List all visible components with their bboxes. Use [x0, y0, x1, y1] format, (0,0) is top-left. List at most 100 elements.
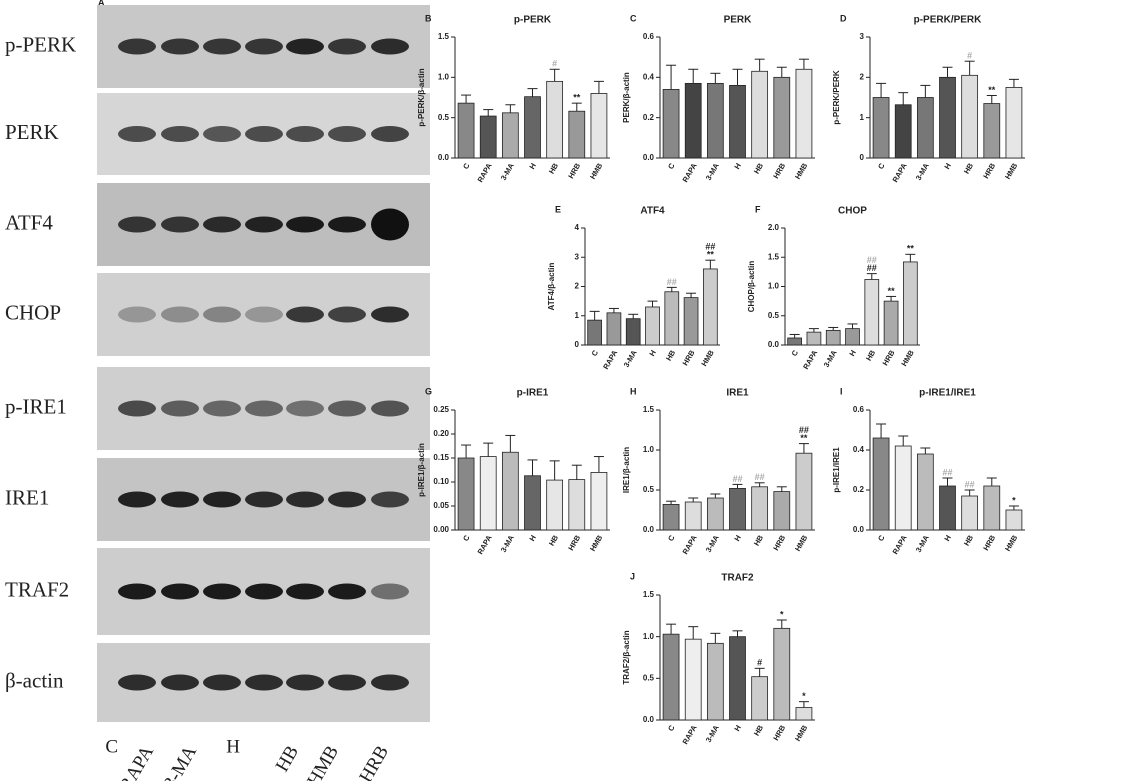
bar [939, 76, 956, 159]
bar [795, 68, 813, 159]
chart-title: p-PERK [514, 15, 552, 26]
bar [961, 74, 979, 159]
y-tick-label: 4 [575, 223, 580, 232]
panel-letter: J [630, 571, 635, 581]
bar [662, 503, 680, 531]
significance-mark: # [967, 51, 972, 61]
bar [864, 279, 880, 346]
bar [546, 479, 564, 531]
significance-mark: ## [755, 472, 765, 482]
x-tick-label: H [732, 723, 743, 732]
y-tick-label: 0.0 [853, 525, 865, 534]
blot-band [203, 400, 241, 417]
blot-band [118, 306, 156, 323]
bar [1005, 87, 1023, 159]
blot-band [328, 400, 366, 417]
blot-band [203, 216, 241, 233]
bar [683, 297, 699, 346]
y-tick-label: 0.10 [433, 477, 449, 486]
bar [590, 471, 608, 531]
panel-letter: E [555, 204, 561, 214]
blot-band [371, 400, 409, 417]
bar [706, 642, 724, 721]
bar [916, 97, 934, 159]
chart-title: CHOP [838, 206, 867, 217]
x-tick-label: C [876, 161, 887, 171]
y-tick-label: 0.5 [643, 485, 655, 494]
y-tick-label: 2 [575, 282, 580, 291]
bar [773, 491, 791, 531]
blot-band [328, 674, 366, 691]
blot-band [328, 583, 366, 600]
blot-row-label: β-actin [5, 668, 64, 692]
bar [729, 487, 746, 531]
y-tick-label: 1.0 [643, 632, 655, 641]
bar [872, 97, 890, 159]
y-tick-label: 2 [860, 72, 865, 81]
y-tick-label: 0.2 [853, 485, 865, 494]
significance-mark: ** [988, 85, 996, 95]
bar [684, 501, 702, 531]
x-tick-label: C [666, 723, 677, 733]
blot-band [203, 491, 241, 508]
blot-band [245, 674, 283, 691]
y-tick-label: 2.0 [768, 223, 780, 232]
x-tick-label: H [527, 533, 538, 542]
bar [706, 497, 724, 531]
significance-mark: * [780, 609, 784, 619]
bar [983, 103, 1001, 159]
blot-band [371, 208, 409, 241]
bar [825, 329, 841, 346]
chart-title: TRAF2 [721, 573, 754, 584]
blot-row-label: p-IRE1 [5, 394, 67, 418]
x-tick-label: C [461, 161, 472, 171]
bar [894, 445, 912, 531]
y-tick-label: 1.0 [768, 282, 780, 291]
y-tick-label: 0.0 [438, 153, 450, 162]
blot-band [203, 674, 241, 691]
lane-label: H [226, 736, 240, 757]
y-tick-label: 1.5 [643, 590, 655, 599]
y-tick-label: 0.0 [643, 153, 655, 162]
y-axis-label: IRE1/β-actin [622, 447, 631, 493]
panel-letter: A [98, 0, 105, 7]
blot-row-label: CHOP [5, 300, 61, 324]
bar [501, 451, 519, 531]
blot-band [161, 583, 199, 600]
blot-band [328, 491, 366, 508]
bar [524, 475, 541, 531]
blot-band [118, 216, 156, 233]
blot-band [203, 126, 241, 142]
bar [568, 479, 586, 531]
y-tick-label: 0.5 [643, 673, 655, 682]
chart-title: PERK [724, 15, 753, 26]
bar [457, 457, 475, 531]
blot-band [371, 583, 409, 600]
blot-band [371, 306, 409, 323]
blot-band [286, 126, 324, 142]
x-tick-label: H [847, 348, 858, 357]
blot-band [161, 126, 199, 142]
significance-mark: ## [799, 425, 809, 435]
blot-row-label: PERK [5, 120, 59, 144]
y-tick-label: 0 [575, 340, 580, 349]
x-tick-label: H [732, 161, 743, 170]
blot-row-label: p-PERK [5, 32, 76, 56]
y-axis-label: p-IRE1/β-actin [417, 443, 426, 497]
y-tick-label: 0.20 [433, 429, 449, 438]
bar [1005, 509, 1023, 531]
y-tick-label: 0.15 [433, 453, 449, 462]
blot-band [118, 674, 156, 691]
blot-band [286, 38, 324, 55]
chart-title: IRE1 [726, 388, 749, 399]
blot-band [118, 583, 156, 600]
bar [479, 115, 497, 159]
y-tick-label: 3 [860, 32, 865, 41]
x-tick-label: H [942, 161, 953, 170]
x-tick-label: C [461, 533, 472, 543]
bar [662, 89, 680, 159]
blot-band [245, 306, 283, 323]
bar [845, 328, 860, 346]
bar [546, 80, 564, 159]
blot-band [118, 491, 156, 508]
